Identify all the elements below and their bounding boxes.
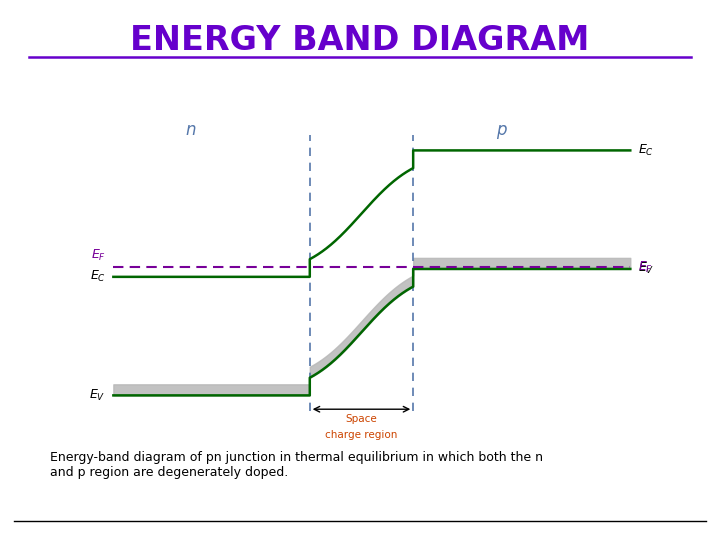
Text: p: p <box>496 120 506 139</box>
Text: $E_F$: $E_F$ <box>638 259 653 274</box>
Text: ENERGY BAND DIAGRAM: ENERGY BAND DIAGRAM <box>130 24 590 57</box>
Text: $E_C$: $E_C$ <box>89 269 106 285</box>
Text: Space: Space <box>346 414 377 424</box>
Text: Energy-band diagram of pn junction in thermal equilibrium in which both the n
an: Energy-band diagram of pn junction in th… <box>50 451 544 479</box>
Text: n: n <box>186 120 196 139</box>
Text: $E_V$: $E_V$ <box>638 261 654 276</box>
Text: $E_F$: $E_F$ <box>91 248 106 263</box>
Text: charge region: charge region <box>325 430 397 440</box>
Text: $E_C$: $E_C$ <box>638 143 654 158</box>
Text: $E_V$: $E_V$ <box>89 388 106 403</box>
